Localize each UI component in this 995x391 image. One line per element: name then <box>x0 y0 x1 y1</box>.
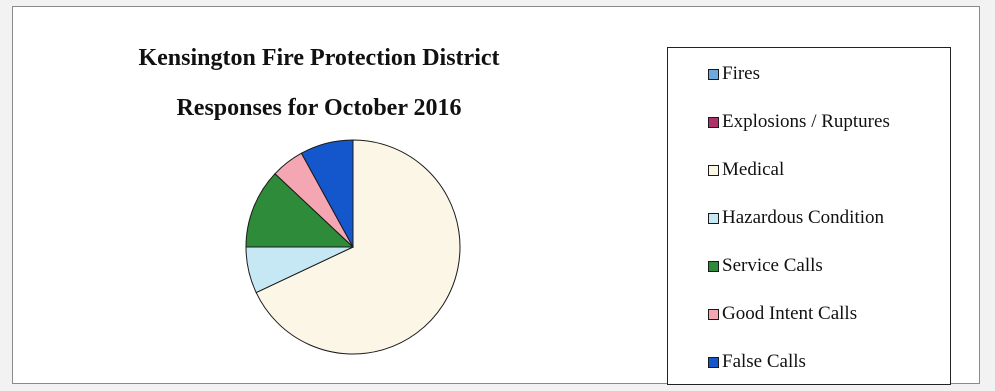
legend-label: Medical <box>722 159 785 180</box>
legend-swatch <box>708 356 719 368</box>
pie-chart <box>245 139 461 355</box>
legend-swatch <box>708 212 719 224</box>
legend-item-medical: Medical <box>708 158 784 182</box>
legend-item-good-intent-calls: Good Intent Calls <box>708 302 857 326</box>
legend-swatch <box>708 164 719 176</box>
pie-slice-service-calls <box>245 173 355 248</box>
legend-item-hazardous-condition: Hazardous Condition <box>708 206 884 230</box>
legend-item-fires: Fires <box>708 62 760 86</box>
legend-item-service-calls: Service Calls <box>708 254 823 278</box>
chart-frame: Kensington Fire Protection District Resp… <box>12 6 980 385</box>
legend-label: Fires <box>722 63 760 84</box>
legend-label: Explosions / Ruptures <box>722 111 890 132</box>
legend-item-false-calls: False Calls <box>708 350 806 374</box>
legend-item-explosions-ruptures: Explosions / Ruptures <box>708 110 890 134</box>
chart-title: Kensington Fire Protection District <box>138 45 500 71</box>
legend-label: Service Calls <box>722 255 823 276</box>
chart-subtitle: Responses for October 2016 <box>176 95 462 121</box>
legend-label: False Calls <box>722 351 806 372</box>
legend-swatch <box>708 260 719 272</box>
legend-label: Good Intent Calls <box>722 303 858 324</box>
pie-slice-false-calls <box>300 139 354 248</box>
chart-legend: Fires Explosions / Ruptures Medical Hazardo… <box>667 47 951 385</box>
legend-label: Hazardous Condition <box>722 207 885 228</box>
legend-swatch <box>708 68 719 80</box>
legend-swatch <box>708 308 719 320</box>
legend-swatch <box>708 116 719 128</box>
pie-slice-medical <box>255 139 461 355</box>
